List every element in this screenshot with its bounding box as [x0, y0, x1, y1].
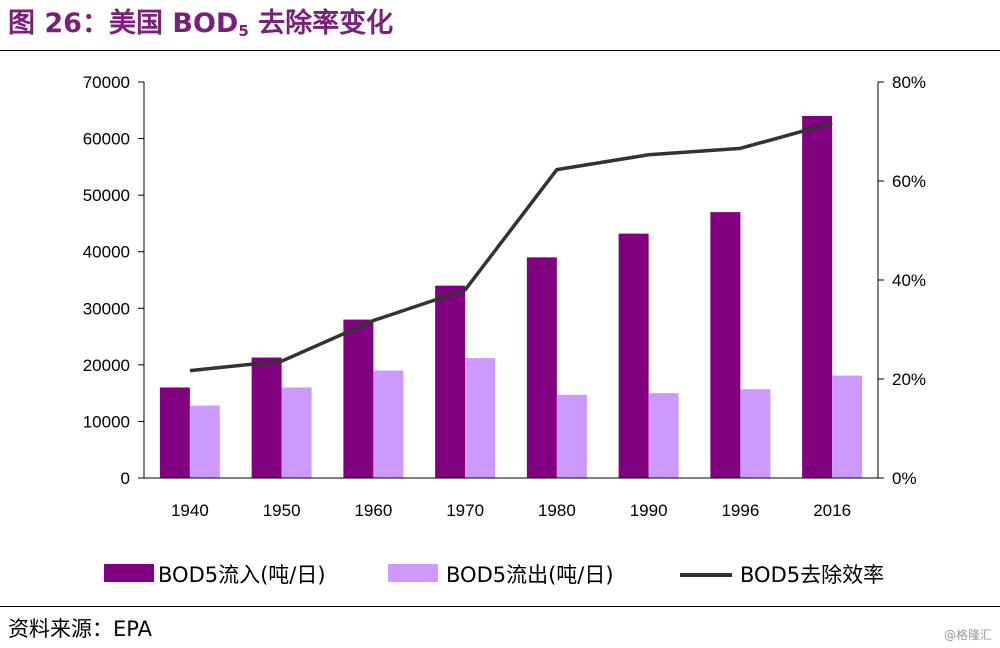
bar-inflow-2016 [802, 115, 833, 478]
y-left-tick-label: 70000 [83, 73, 130, 92]
y-right-tick-label: 0% [892, 469, 917, 488]
y-left-tick-label: 10000 [83, 412, 130, 431]
series-rate-line [189, 121, 833, 373]
legend-outflow-label: BOD5流出(吨/日) [446, 563, 614, 587]
legend-inflow-swatch [104, 564, 154, 582]
bar-outflow-1950 [281, 387, 312, 478]
header-rule [0, 50, 1000, 51]
x-tick-label-1996: 1996 [721, 501, 759, 520]
x-tick-label-1990: 1990 [630, 501, 668, 520]
bar-inflow-1990 [618, 233, 649, 478]
bar-outflow-1960 [373, 370, 404, 478]
y-left-tick-label: 20000 [83, 356, 130, 375]
bar-inflow-1940 [159, 387, 190, 478]
bar-inflow-1960 [343, 319, 374, 478]
x-tick-label-1960: 1960 [354, 501, 392, 520]
watermark: @格隆汇 [943, 628, 992, 642]
x-tick-label-1980: 1980 [538, 501, 576, 520]
source-note: 资料来源：EPA [8, 617, 152, 641]
legend-outflow-swatch [388, 564, 438, 582]
y-left-tick-label: 50000 [83, 186, 130, 205]
x-tick-label-1970: 1970 [446, 501, 484, 520]
bar-outflow-1970 [465, 358, 496, 478]
chart-title: 图 26：美国 BOD5 去除率变化 [8, 8, 394, 40]
bar-outflow-1996 [740, 389, 771, 478]
x-tick-label-2016: 2016 [813, 501, 851, 520]
y-left-tick-label: 0 [121, 469, 130, 488]
x-tick-label-1940: 1940 [171, 501, 209, 520]
bar-outflow-1940 [189, 405, 220, 478]
bar-inflow-1950 [251, 357, 282, 478]
footer-rule [0, 606, 1000, 607]
y-left-tick-label: 40000 [83, 243, 130, 262]
y-right-tick-label: 60% [892, 172, 926, 191]
bar-inflow-1980 [526, 257, 557, 478]
y-right-tick-label: 40% [892, 271, 926, 290]
y-left-tick-label: 60000 [83, 130, 130, 149]
y-left-tick-label: 30000 [83, 299, 130, 318]
bar-inflow-1996 [710, 212, 741, 478]
legend-rate-label: BOD5去除效率 [740, 563, 884, 587]
bar-outflow-1980 [556, 394, 587, 478]
bar-outflow-2016 [832, 375, 863, 478]
x-tick-label-1950: 1950 [263, 501, 301, 520]
bod-chart: 0 10000 20000 30000 40000 50000 60000 70000 0% 20… [83, 73, 926, 587]
legend-inflow-label: BOD5流入(吨/日) [158, 563, 326, 587]
y-right-tick-label: 20% [892, 370, 926, 389]
legend: BOD5流入(吨/日) BOD5流出(吨/日) BOD5去除效率 [104, 563, 884, 587]
y-right-tick-label: 80% [892, 73, 926, 92]
bar-inflow-1970 [435, 285, 466, 478]
bar-outflow-1990 [648, 393, 679, 478]
